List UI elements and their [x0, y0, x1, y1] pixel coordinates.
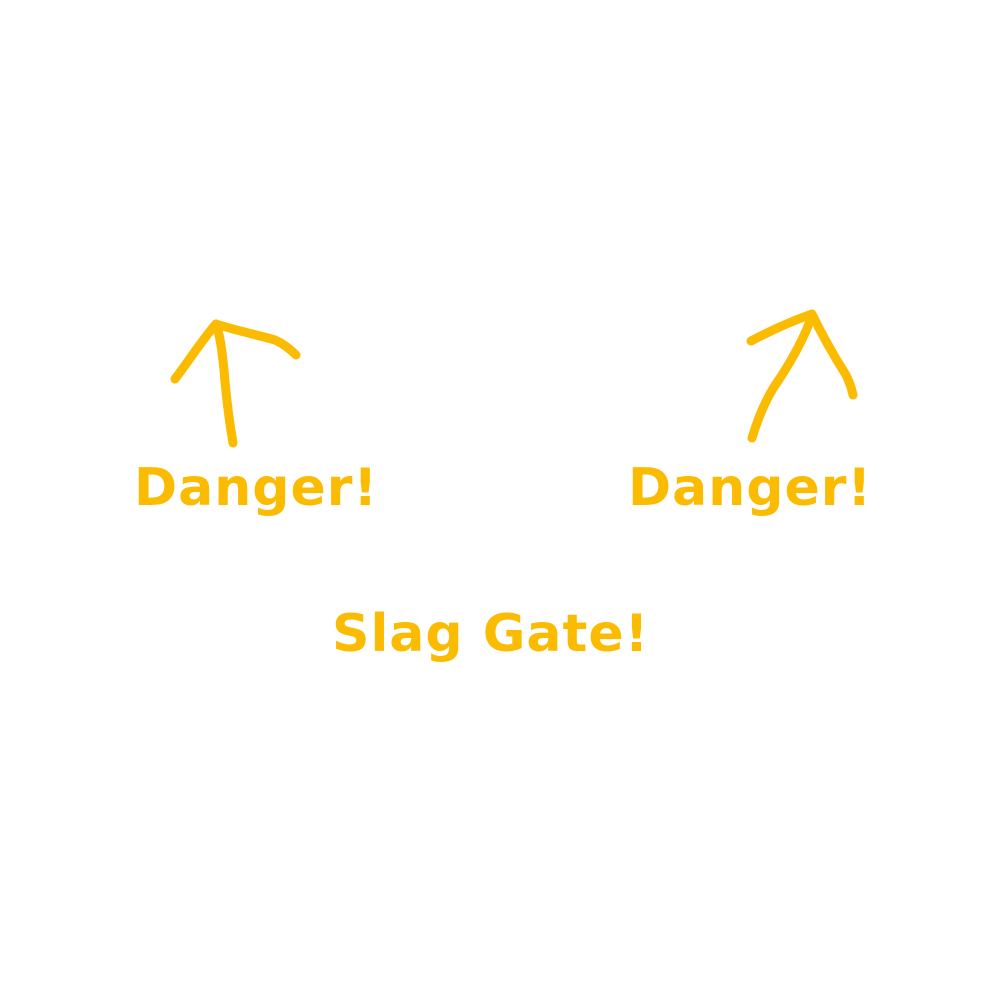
slag-gate-label: Slag Gate!	[332, 604, 650, 664]
danger-label-right: Danger!	[628, 458, 873, 518]
arrow-up-icon	[170, 319, 301, 448]
arrow-up-right-icon	[746, 309, 858, 443]
danger-label-left: Danger!	[134, 458, 379, 518]
